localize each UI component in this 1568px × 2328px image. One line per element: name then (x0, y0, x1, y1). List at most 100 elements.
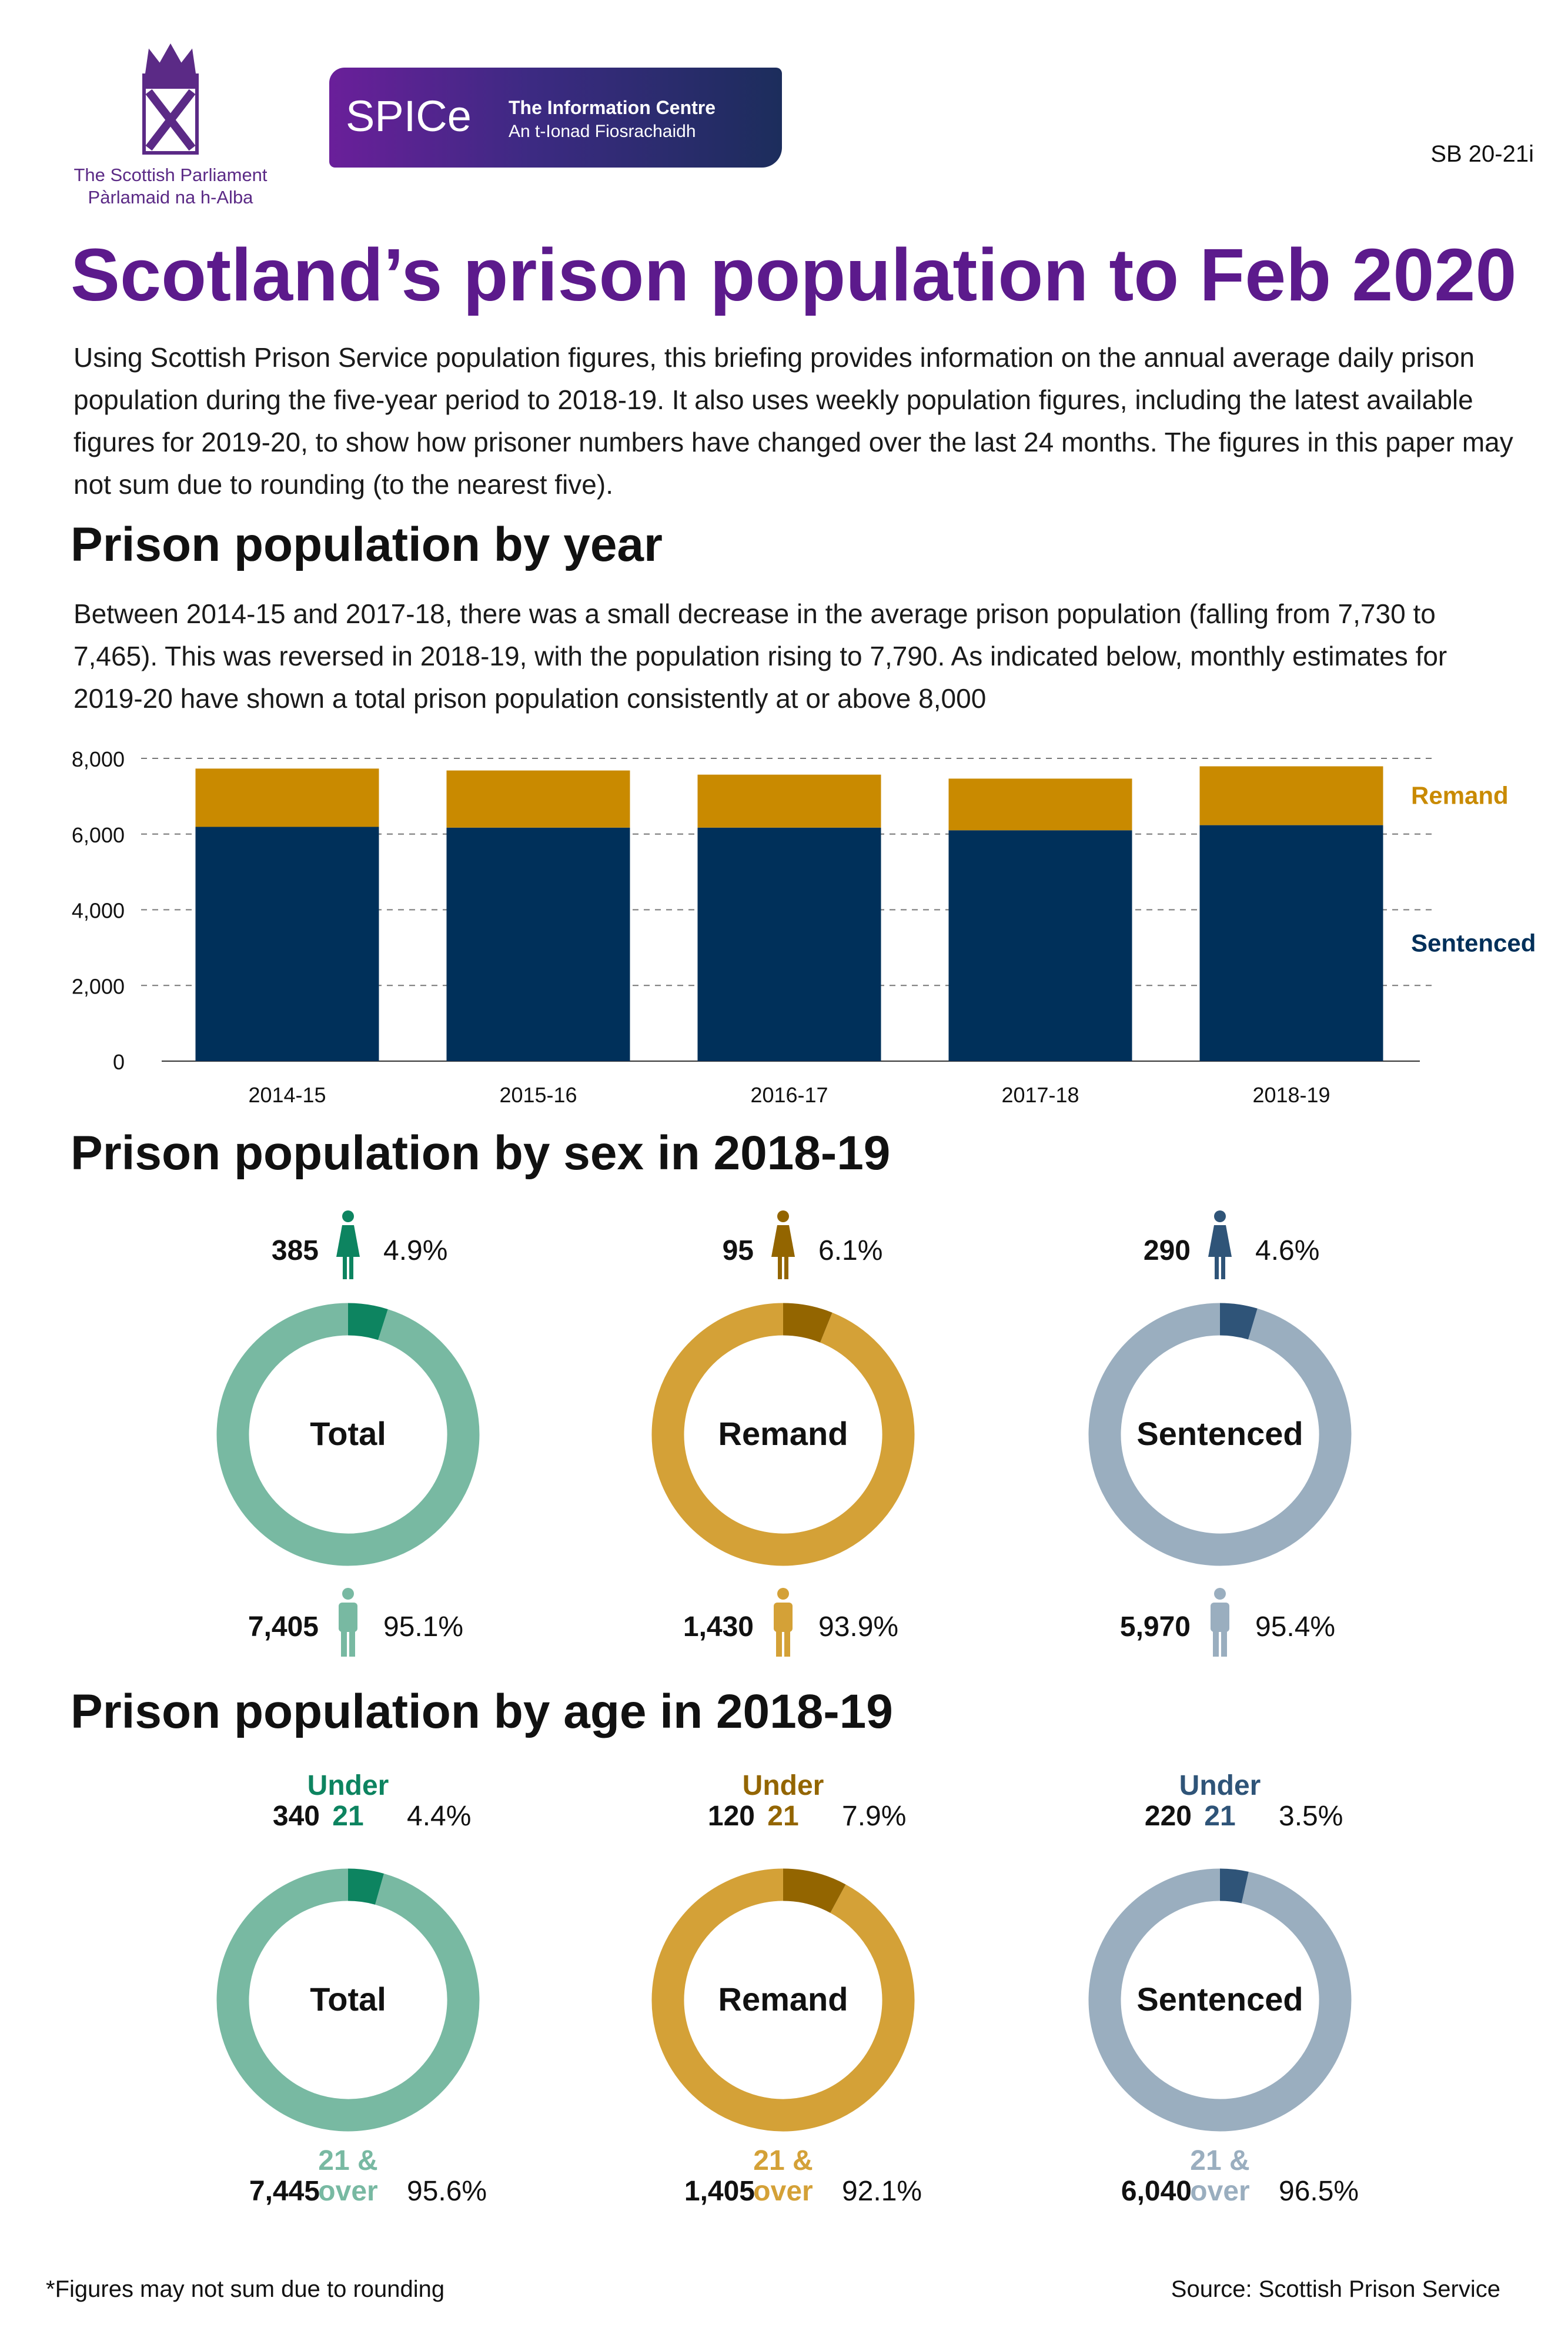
over-21-percent: 92.1% (842, 2176, 922, 2207)
male-percent: 95.4% (1255, 1611, 1336, 1643)
bar-remand-2018-19 (1199, 766, 1383, 825)
female-percent: 6.1% (818, 1235, 883, 1266)
male-percent: 93.9% (818, 1611, 899, 1643)
over-21-label: 21 & over (1167, 2146, 1273, 2207)
rounding-note: *Figures may not sum due to rounding (46, 2276, 445, 2302)
under-21-label: Under 21 (295, 1771, 401, 1832)
over-21-label: 21 & over (295, 2146, 401, 2207)
donut-segment-major (1088, 1868, 1352, 2132)
under-21-label-line2: 21 (767, 1801, 799, 1832)
donut-center-label: Remand (718, 1981, 848, 2018)
bar-remand-2014-15 (195, 768, 379, 827)
donut-total-age: Total (216, 1868, 480, 2132)
female-figure (1207, 1210, 1233, 1280)
donut-segment-minor (347, 1303, 388, 1340)
intro-paragraph: Using Scottish Prison Service population… (73, 342, 1513, 500)
parliament-name-gd: Pàrlamaid na h-Alba (88, 187, 253, 208)
spice-subtitle-gd: An t-Ionad Fiosrachaidh (509, 122, 696, 141)
over-21-label-line2: over (1190, 2176, 1250, 2207)
female-figure (770, 1210, 796, 1280)
under-21-label-line1: Under (307, 1770, 389, 1801)
bar-sentenced-2014-15 (195, 827, 379, 1061)
male-figure (335, 1587, 361, 1658)
male-figure-icon (1211, 1588, 1229, 1657)
donut-segment-minor (1219, 1303, 1258, 1340)
female-count: 385 (271, 1235, 319, 1266)
over-21-percent: 95.6% (407, 2176, 487, 2207)
female-figure-icon (1208, 1210, 1232, 1279)
crown-crest-icon (142, 43, 199, 155)
over-21-count: 7,445 (249, 2176, 320, 2207)
under-21-count: 220 (1144, 1801, 1192, 1832)
y-tick-label: 8,000 (72, 747, 125, 771)
under-21-label-line2: 21 (332, 1801, 364, 1832)
age-donut-group: Total 340 Under 21 4.4% 7,445 21 & over 95.6% Rem… (0, 1764, 1568, 2246)
x-tick-label: 2014-15 (248, 1083, 326, 1107)
y-tick-label: 4,000 (72, 899, 125, 923)
x-tick-label: 2018-19 (1252, 1083, 1330, 1107)
section-heading-sex: Prison population by sex in 2018-19 (71, 1126, 891, 1180)
donut-segment-minor (783, 1868, 846, 1914)
male-count: 1,430 (683, 1611, 754, 1643)
under-21-label: Under 21 (1167, 1771, 1273, 1832)
over-21-label-line2: over (753, 2176, 813, 2207)
female-figure-icon (771, 1210, 795, 1279)
under-21-label: Under 21 (730, 1771, 836, 1832)
source-note: Source: Scottish Prison Service (1171, 2276, 1500, 2302)
bar-sentenced-2015-16 (446, 827, 630, 1061)
bar-sentenced-2017-18 (948, 830, 1132, 1061)
bar-sentenced-2016-17 (697, 827, 881, 1061)
over-21-count: 1,405 (684, 2176, 755, 2207)
parliament-logo: The Scottish Parliament Pàrlamaid na h-A… (56, 41, 285, 218)
male-figure-icon (774, 1588, 793, 1657)
female-figure-icon (336, 1210, 360, 1279)
donut-sentenced-sex: Sentenced (1088, 1303, 1352, 1566)
donut-remand-sex: Remand (651, 1303, 915, 1566)
donut-segment-major (216, 1868, 480, 2132)
briefing-reference: SB 20-21i (1430, 141, 1534, 167)
male-figure-icon (339, 1588, 357, 1657)
male-count: 5,970 (1119, 1611, 1191, 1643)
under-21-percent: 4.4% (407, 1801, 472, 1832)
bar-remand-2017-18 (948, 778, 1132, 831)
male-figure (1207, 1587, 1233, 1658)
donut-segment-minor (783, 1303, 833, 1343)
under-21-count: 120 (707, 1801, 755, 1832)
over-21-label-line2: over (318, 2176, 378, 2207)
under-21-label-line1: Under (742, 1770, 824, 1801)
bar-sentenced-2018-19 (1199, 825, 1383, 1061)
section-heading-age: Prison population by age in 2018-19 (71, 1685, 893, 1738)
under-21-percent: 3.5% (1279, 1801, 1343, 1832)
over-21-label: 21 & over (730, 2146, 836, 2207)
male-count: 7,405 (248, 1611, 319, 1643)
y-tick-label: 6,000 (72, 823, 125, 847)
donut-total-sex: Total (216, 1303, 480, 1566)
donut-sentenced-age: Sentenced (1088, 1868, 1352, 2132)
x-tick-label: 2016-17 (750, 1083, 828, 1107)
spice-name: SPICe (346, 92, 472, 141)
over-21-label-line1: 21 & (318, 2145, 378, 2176)
male-figure (770, 1587, 796, 1658)
bar-remand-2015-16 (446, 770, 630, 828)
donut-segment-minor (1219, 1868, 1249, 1904)
spice-subtitle-en: The Information Centre (509, 97, 716, 118)
bar-remand-2016-17 (697, 774, 881, 828)
spice-banner: SPICe The Information Centre An t-Ionad … (329, 68, 782, 168)
under-21-percent: 7.9% (842, 1801, 907, 1832)
year-paragraph: Between 2014-15 and 2017-18, there was a… (73, 598, 1447, 714)
female-percent: 4.6% (1255, 1235, 1320, 1266)
donut-segment-major (651, 1303, 915, 1566)
female-percent: 4.9% (383, 1235, 448, 1266)
y-tick-label: 0 (113, 1050, 125, 1074)
over-21-label-line1: 21 & (1190, 2145, 1250, 2176)
donut-center-label: Total (310, 1981, 386, 2018)
donut-center-label: Sentenced (1136, 1981, 1303, 2018)
female-figure (335, 1210, 361, 1280)
donut-segment-major (1088, 1303, 1352, 1566)
series-label-sentenced: Sentenced (1411, 929, 1536, 956)
parliament-name-en: The Scottish Parliament (73, 165, 268, 185)
donut-segment-major (216, 1303, 480, 1566)
page-title: Scotland’s prison population to Feb 2020 (71, 233, 1517, 316)
over-21-count: 6,040 (1121, 2176, 1192, 2207)
under-21-label-line2: 21 (1204, 1801, 1236, 1832)
